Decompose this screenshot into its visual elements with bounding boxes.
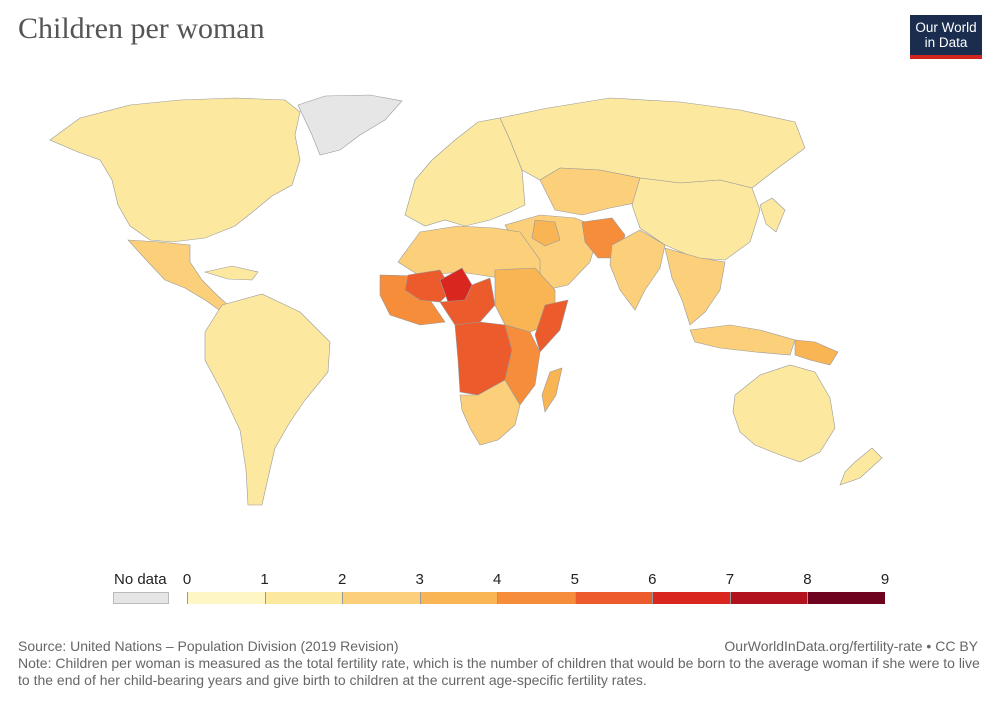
region-somalia[interactable] (534, 299, 569, 353)
logo-line-1: Our World (915, 20, 977, 35)
legend-tick-5: 5 (570, 571, 579, 588)
region-north-america[interactable] (49, 97, 301, 243)
legend-bin-6[interactable] (652, 592, 730, 604)
legend-bin-2[interactable] (342, 592, 420, 604)
legend-tick-8: 8 (803, 571, 812, 588)
legend-tick-6: 6 (648, 571, 657, 588)
legend-bin-0[interactable] (187, 592, 265, 604)
region-papua-new-guinea[interactable] (794, 339, 839, 366)
legend-tick-0: 0 (182, 571, 192, 588)
world-map (49, 94, 883, 506)
legend-bin-1[interactable] (264, 592, 343, 604)
legend-tick-9: 9 (880, 571, 890, 588)
region-japan-korea[interactable] (759, 197, 786, 233)
chart-title: Children per woman (18, 12, 265, 45)
region-india[interactable] (609, 229, 666, 311)
region-east-africa[interactable] (504, 324, 541, 406)
legend-bin-5[interactable] (574, 592, 653, 604)
region-new-zealand[interactable] (839, 447, 883, 486)
legend-bin-3[interactable] (419, 592, 498, 604)
region-indonesia[interactable] (689, 324, 796, 356)
region-russia[interactable] (499, 97, 806, 189)
legend-tick-3: 3 (415, 571, 424, 588)
attribution-link[interactable]: OurWorldInData.org/fertility-rate • CC B… (724, 638, 978, 654)
legend-tick-4: 4 (493, 571, 502, 588)
region-greenland[interactable] (297, 94, 403, 156)
region-mexico-central-america[interactable] (127, 239, 229, 313)
region-caribbean[interactable] (203, 265, 259, 281)
source-text: Source: United Nations – Population Divi… (18, 638, 399, 654)
no-data-swatch[interactable] (113, 592, 169, 604)
region-china[interactable] (631, 177, 761, 261)
region-southeast-asia[interactable] (664, 247, 726, 326)
legend-bin-4[interactable] (497, 592, 575, 604)
legend-tick-7: 7 (725, 571, 735, 588)
logo-line-2: in Data (924, 35, 968, 50)
region-iraq[interactable] (531, 219, 561, 247)
region-north-africa[interactable] (397, 225, 541, 283)
region-europe[interactable] (404, 117, 526, 227)
legend-tick-2: 2 (337, 571, 347, 588)
region-south-america[interactable] (204, 293, 331, 506)
region-madagascar[interactable] (541, 367, 563, 413)
legend-bin-8[interactable] (807, 592, 885, 604)
region-central-asia[interactable] (539, 167, 641, 216)
region-australia[interactable] (732, 364, 836, 463)
legend-tick-1: 1 (260, 571, 269, 588)
region-southern-africa[interactable] (459, 379, 521, 446)
legend-bin-7[interactable] (729, 592, 808, 604)
owid-logo[interactable]: Our World in Data (910, 15, 982, 59)
note-text: Note: Children per woman is measured as … (18, 655, 980, 688)
no-data-label: No data (114, 571, 167, 588)
